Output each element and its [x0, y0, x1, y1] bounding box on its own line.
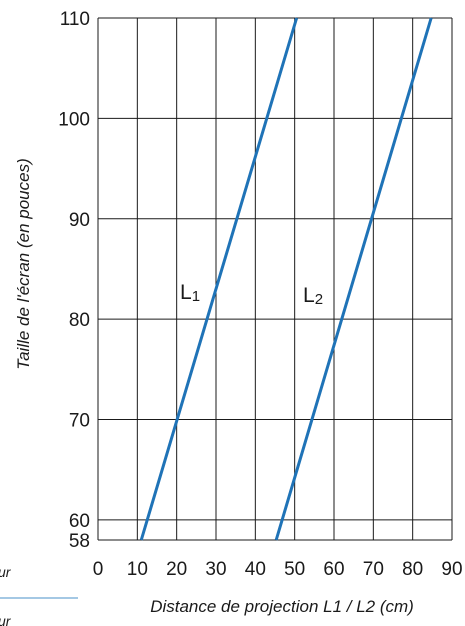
- series-lines: [139, 17, 433, 541]
- y-tick-label: 70: [69, 411, 90, 432]
- x-tick-label: 10: [127, 559, 148, 580]
- y-tick-label: 60: [69, 511, 90, 532]
- x-tick-label: 40: [245, 559, 266, 580]
- x-tick-label: 30: [205, 559, 226, 580]
- series-line-l2: [274, 17, 433, 541]
- y-tick-label: 110: [60, 9, 90, 30]
- y-tick-label: 90: [69, 210, 90, 231]
- x-tick-label: 90: [441, 559, 462, 580]
- x-tick-label: 50: [284, 559, 305, 580]
- cropped-text-upper: ur: [0, 564, 12, 580]
- series-line-l1: [139, 17, 299, 541]
- y-tick-label: 80: [69, 310, 90, 331]
- grid: [97, 17, 453, 541]
- series-label-l2: L2: [303, 284, 323, 308]
- x-tick-label: 60: [323, 559, 344, 580]
- series-label-l1: L1: [180, 281, 200, 305]
- x-tick-label: 80: [402, 559, 423, 580]
- cropped-text-lower: ur: [0, 613, 12, 626]
- y-tick-label: 58: [69, 531, 90, 552]
- x-axis-title: Distance de projection L1 / L2 (cm): [150, 597, 414, 616]
- y-tick-label: 100: [58, 109, 90, 130]
- x-tick-label: 20: [166, 559, 187, 580]
- x-tick-labels: 0 10 20 30 40 50 60 70 80 90: [93, 559, 463, 580]
- x-tick-label: 70: [363, 559, 384, 580]
- x-tick-label: 0: [93, 559, 104, 580]
- y-axis-title: Taille de l'écran (en pouces): [14, 158, 33, 369]
